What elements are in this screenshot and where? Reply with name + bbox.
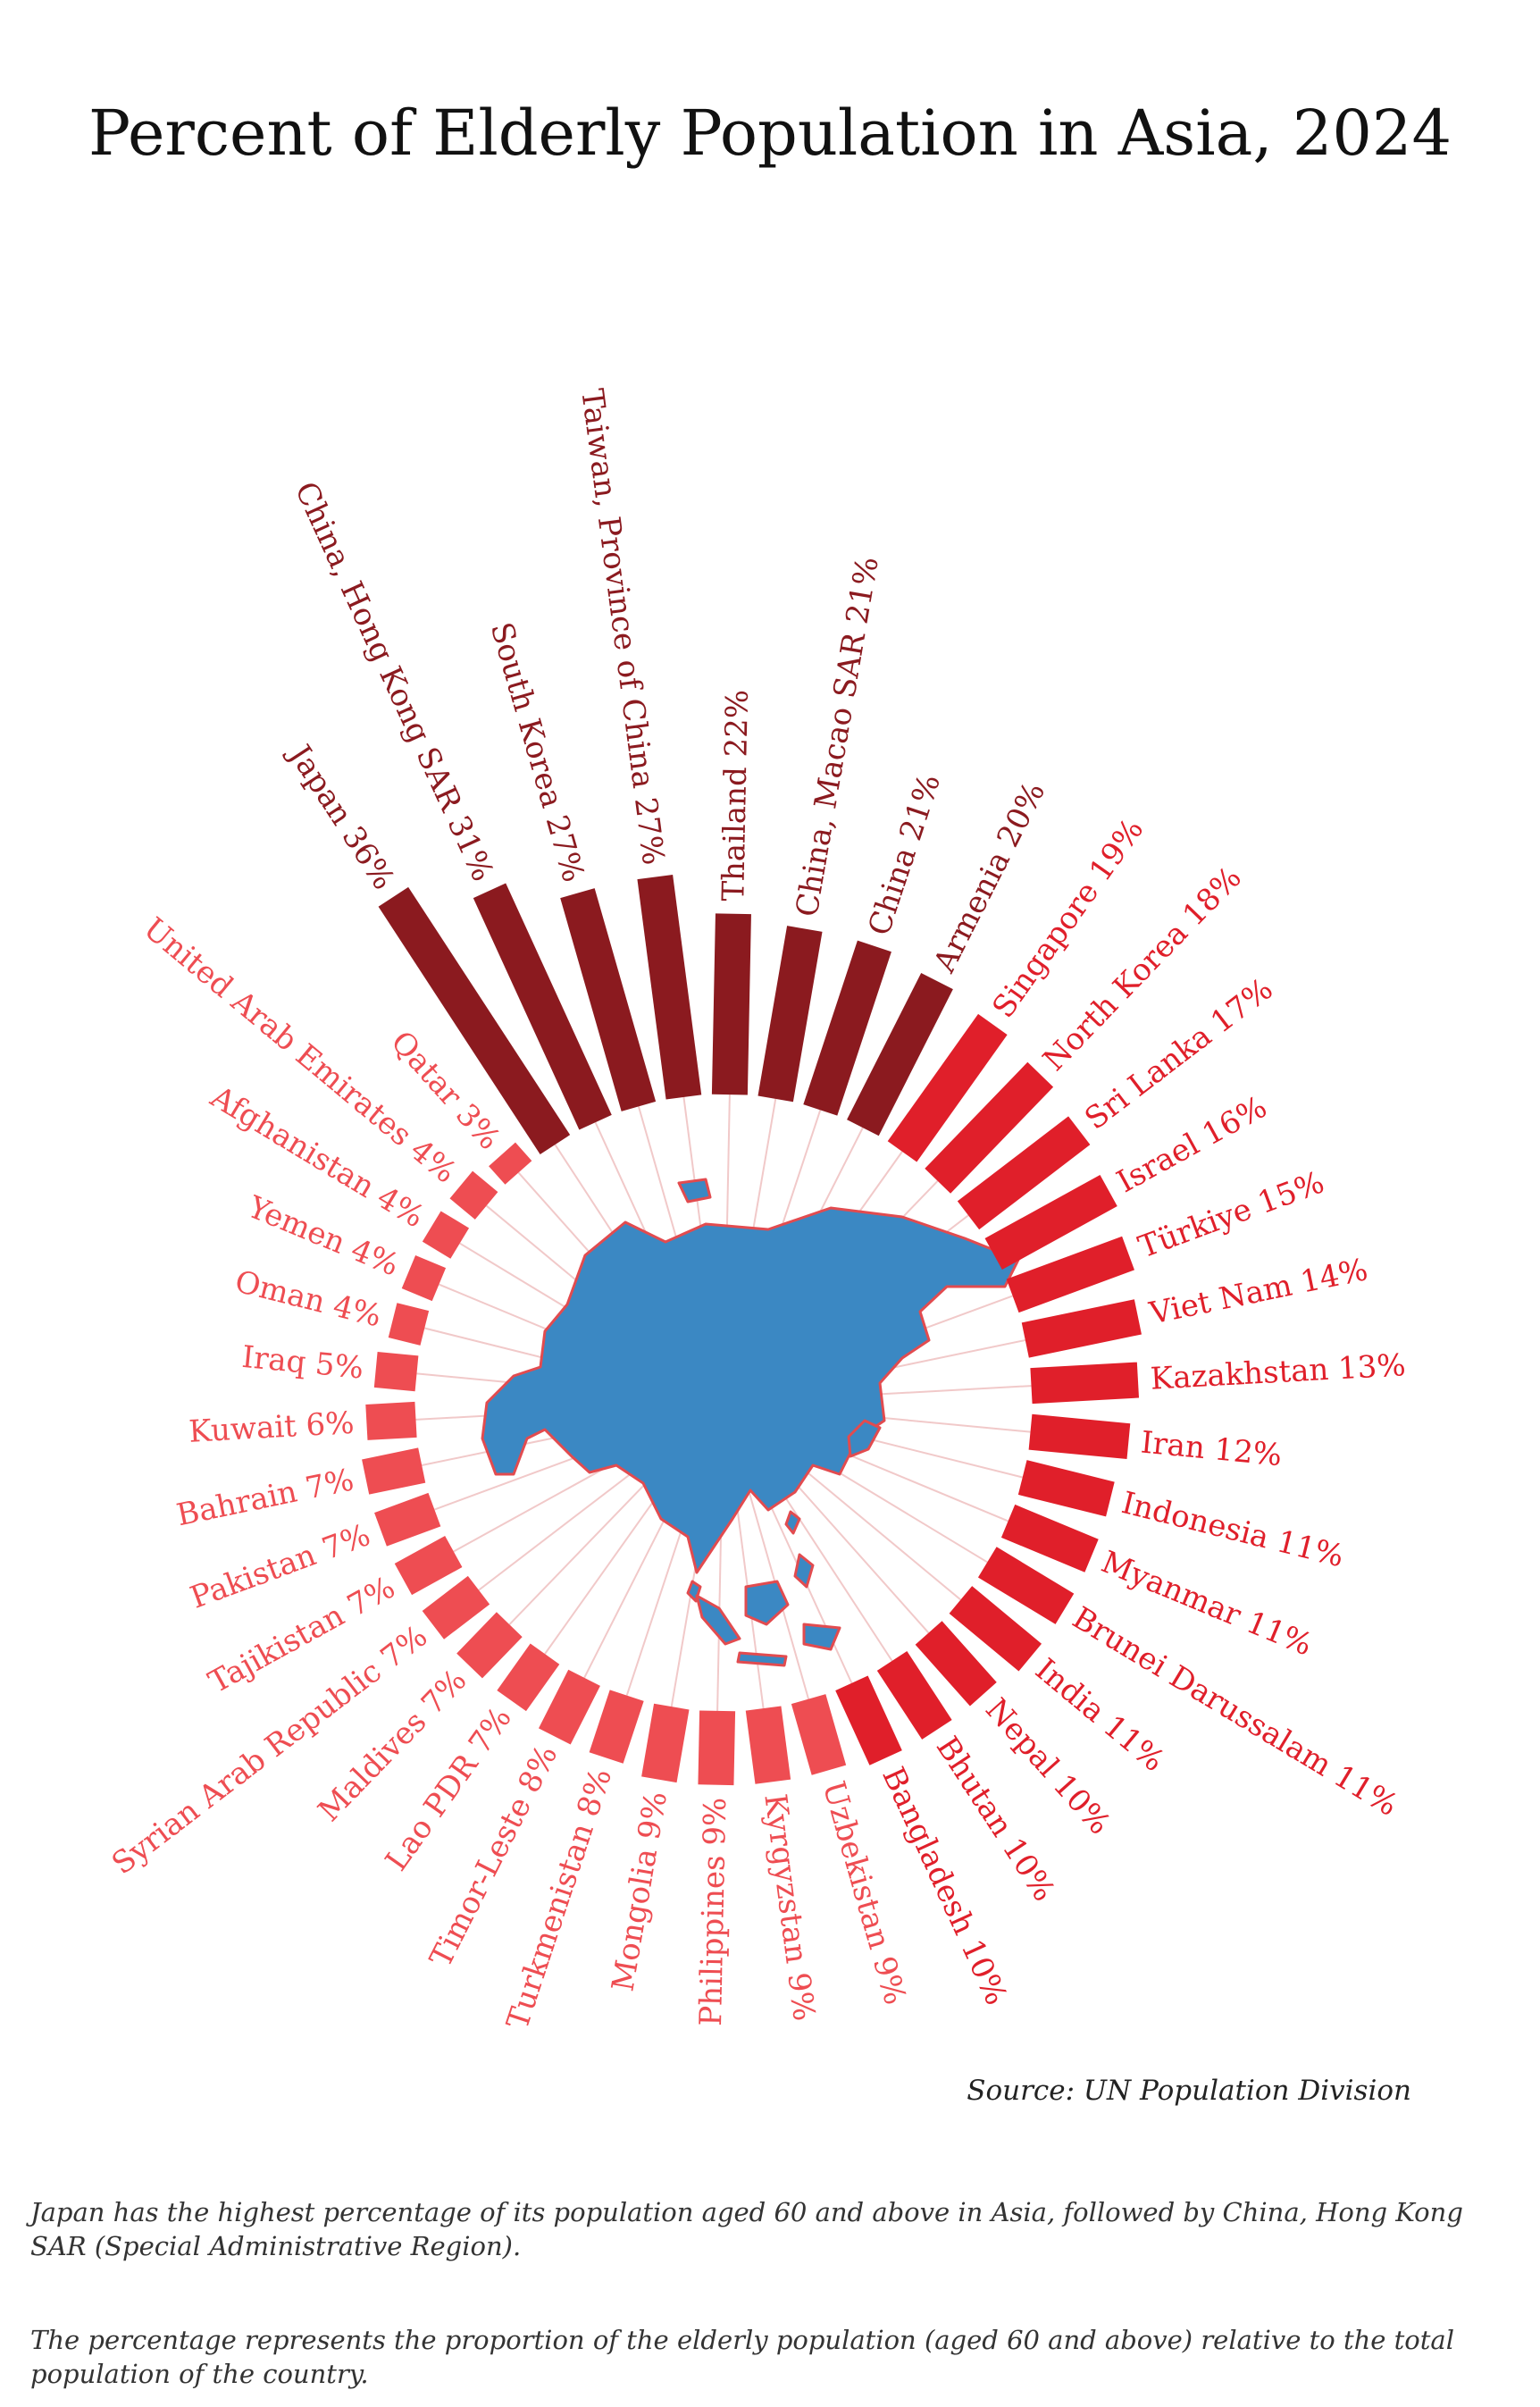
bar-mongolia [641,1703,690,1783]
bar-timor-leste [539,1669,600,1745]
bar-japan [378,886,571,1155]
bar-turkmenistan [589,1690,644,1764]
label-taiwan-province-of-china: Taiwan, Province of China 27% [573,387,671,867]
spoke-bhutan [769,1473,893,1662]
bar-iran [1028,1413,1131,1460]
label-kyrgyzstan: Kyrgyzstan 9% [757,1792,822,2024]
bar-bahrain [362,1447,426,1495]
bar-thailand [711,913,751,1095]
label-oman: Oman 4% [231,1263,385,1334]
bar-tajikistan [394,1535,463,1596]
bar-philippines [698,1710,736,1786]
bar-syrian-arab-republic [422,1575,490,1640]
bar-china-macao-sar [757,926,823,1103]
bar-india [949,1586,1042,1672]
spoke-india [788,1455,962,1601]
bars [362,874,1142,1786]
bar-kuwait [365,1401,417,1440]
bar-israel [984,1174,1117,1271]
bar-china [803,940,891,1116]
bar-uzbekistan [791,1694,847,1775]
spoke-maldives [508,1463,665,1625]
bar-singapore [887,1013,1008,1162]
bar-indonesia [1017,1460,1115,1517]
taiwan-island [784,1510,801,1535]
label-japan: Japan 36% [280,736,402,896]
bar-armenia [847,973,953,1136]
bar-kazakhstan [1030,1362,1140,1405]
label-china-hong-kong-sar: China, Hong Kong SAR 31% [288,476,501,886]
source-credit: Source: UN Population Division [967,2075,1411,2107]
label-kuwait: Kuwait 6% [188,1405,355,1450]
bar-china-hong-kong-sar [473,883,612,1130]
bar-united-arab-emirates [449,1170,498,1220]
bar-kyrgyzstan [745,1706,791,1784]
label-china-macao-sar: China, Macao SAR 21% [789,554,885,919]
bar-yemen [401,1255,447,1302]
label-kazakhstan: Kazakhstan 13% [1150,1347,1407,1397]
bar-iraq [373,1352,419,1392]
label-mongolia: Mongolia 9% [605,1789,674,1994]
note-highest: Japan has the highest percentage of its … [30,2197,1463,2261]
label-south-korea: South Korea 27% [483,618,591,885]
asia-map-icon [481,1178,1020,1667]
label-iraq: Iraq 5% [240,1339,365,1387]
bar-maldives [456,1612,523,1679]
bar-oman [388,1303,430,1346]
bar-bangladesh [835,1675,902,1765]
asia-mainland [481,1206,1020,1574]
bar-t-rkiye [1006,1236,1134,1313]
spoke-nepal [779,1465,930,1634]
japan-island [847,1419,882,1458]
chart-title: Percent of Elderly Population in Asia, 2… [88,96,1452,170]
borneo-island [744,1580,790,1626]
label-afghanistan: Afghanistan 4% [204,1078,431,1235]
bar-qatar [489,1142,532,1185]
severnaya-zemlya-island [677,1178,712,1204]
bar-south-korea [560,888,657,1111]
bar-taiwan-province-of-china [637,874,702,1100]
bar-myanmar [1000,1504,1099,1573]
java-island [736,1651,788,1667]
bar-nepal [915,1621,997,1707]
bar-bhutan [876,1650,952,1740]
bar-sri-lanka [957,1116,1091,1230]
bar-brunei-darussalam [977,1547,1075,1624]
bar-north-korea [925,1061,1054,1194]
label-thailand: Thailand 22% [716,689,756,902]
label-viet-nam: Viet Nam 14% [1146,1252,1371,1332]
label-china: China 21% [861,770,948,940]
note-definition: The percentage represents the proportion… [30,2325,1454,2389]
spoke-syrian-arab-republic [478,1453,657,1591]
label-philippines: Philippines 9% [693,1797,733,2026]
bar-lao-pdr [497,1643,560,1712]
sumatra-island [695,1594,741,1646]
new-guinea-island [802,1623,841,1651]
label-bahrain: Bahrain 7% [173,1462,356,1533]
philippines-island [793,1553,815,1589]
bar-viet-nam [1021,1299,1142,1358]
label-iran: Iran 12% [1139,1424,1283,1473]
bar-pakistan [374,1492,441,1547]
bar-afghanistan [422,1211,470,1259]
